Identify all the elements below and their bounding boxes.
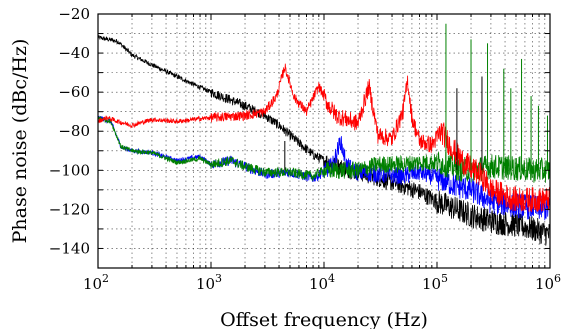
x-axis-label: Offset frequency (Hz) [220, 309, 428, 329]
x-tick-label: 103 [196, 272, 222, 293]
y-tick-label: −80 [58, 122, 90, 140]
x-tick-labels: 102 103 104 105 106 [83, 272, 561, 293]
y-tick-labels: −20 −40 −60 −80 −100 −120 −140 [49, 5, 90, 257]
y-tick-label: −120 [49, 200, 90, 218]
y-tick-label: −40 [58, 44, 90, 62]
x-tick-label: 105 [422, 272, 448, 293]
y-tick-label: −140 [49, 239, 90, 257]
series-red [97, 63, 551, 213]
axis-ticks [97, 13, 550, 269]
y-tick-label: −20 [58, 5, 90, 23]
x-tick-label: 106 [535, 272, 561, 293]
x-tick-label: 104 [309, 272, 335, 293]
y-axis-label: Phase noise (dBc/Hz) [9, 39, 31, 244]
x-tick-label: 102 [83, 272, 109, 293]
plot-series [97, 23, 551, 246]
y-tick-label: −100 [49, 161, 90, 179]
y-tick-label: −60 [58, 83, 90, 101]
